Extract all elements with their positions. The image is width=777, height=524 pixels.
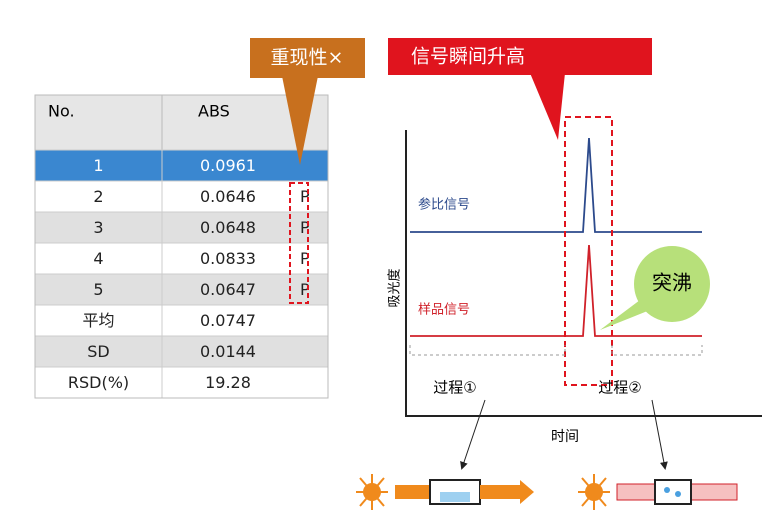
flag: P	[300, 280, 310, 299]
process-bracket	[409, 345, 703, 356]
cell: 19.28	[205, 373, 251, 392]
header-row	[35, 95, 328, 150]
cell: 平均	[82, 311, 114, 330]
x-label: 时间	[551, 429, 579, 445]
cell: 0.0646	[200, 187, 256, 206]
reference-label: 参比信号	[418, 197, 470, 213]
cell: 4	[93, 249, 103, 268]
sample-label: 样品信号	[418, 303, 470, 318]
bubble-pointer	[600, 300, 650, 330]
callout-pointer	[282, 76, 318, 165]
table-row	[34, 180, 329, 213]
tube-illustration	[356, 474, 534, 510]
y-label: 吸光度	[387, 268, 403, 307]
table-row	[34, 242, 329, 275]
cell: 3	[93, 218, 103, 237]
cell: 0.0144	[200, 342, 256, 361]
arrow	[460, 399, 486, 470]
cell: 1	[93, 156, 103, 175]
table-row	[34, 304, 329, 337]
callout-pointer	[530, 73, 565, 140]
process-label: 过程①	[433, 379, 476, 397]
cell: RSD(%)	[68, 373, 129, 392]
process-label: 过程②	[598, 379, 641, 397]
flag: P	[300, 187, 310, 206]
callout-box	[250, 38, 365, 78]
arrow	[651, 399, 668, 470]
header-cell: No.	[48, 102, 75, 121]
tube-illustration	[578, 474, 738, 510]
callout-text: 重现性×	[271, 47, 344, 69]
callout-text: 信号瞬间升高	[411, 46, 525, 68]
flag: P	[300, 249, 310, 268]
cell: SD	[87, 342, 109, 361]
table-row	[34, 335, 329, 368]
table-frame	[34, 94, 329, 399]
cell: 0.0833	[200, 249, 256, 268]
cell: 0.0747	[200, 311, 256, 330]
sample-signal	[410, 244, 702, 337]
cell: 5	[93, 280, 103, 299]
table-row	[34, 149, 329, 182]
cell: 0.0961	[200, 156, 256, 175]
flag-highlight	[289, 182, 309, 304]
flag: P	[300, 218, 310, 237]
table-row	[34, 211, 329, 244]
cell: 0.0648	[200, 218, 256, 237]
table: No. ABS 1 0.0961 2 0.0646 P 3 0.0648 P 4 0.0833 P 5 0.…	[34, 94, 329, 399]
bubble	[634, 246, 710, 322]
cell: 2	[93, 187, 103, 206]
cell: 0.0647	[200, 280, 256, 299]
bubble-text: 突沸	[652, 271, 692, 295]
highlight-box	[564, 116, 613, 386]
header-cell: ABS	[198, 102, 230, 121]
callout-box	[388, 38, 652, 75]
reference-signal	[410, 137, 702, 233]
table-row	[34, 273, 329, 306]
